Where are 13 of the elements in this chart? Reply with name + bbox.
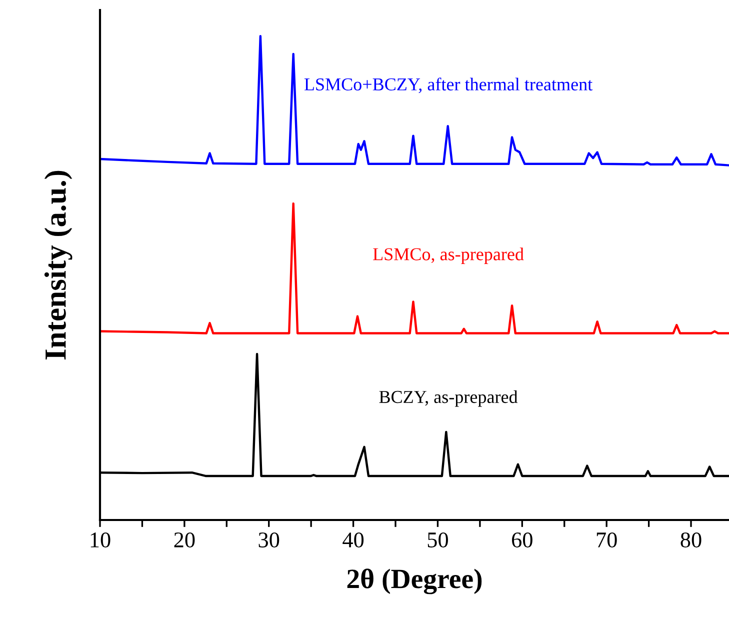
x-tick-label: 30 <box>258 532 280 548</box>
series-label: BCZY, as-prepared <box>379 390 518 407</box>
x-tick-label: 60 <box>512 532 532 548</box>
x-tick-label: 50 <box>428 532 448 548</box>
series-label: LSMCo+BCZY, after thermal treatment <box>304 78 592 94</box>
x-tick-label: 80 <box>680 532 702 548</box>
x-tick-label: 70 <box>596 532 617 548</box>
x-tick-label: 10 <box>90 532 110 548</box>
x-tick-label: 20 <box>174 532 195 548</box>
x-axis-title: 2θ (Degree) <box>347 568 482 594</box>
text: LSMCo, as-prepared <box>373 248 524 264</box>
x-tick-label: 40 <box>342 532 364 548</box>
y-axis-title: Intensity (a.u.) <box>44 170 72 360</box>
